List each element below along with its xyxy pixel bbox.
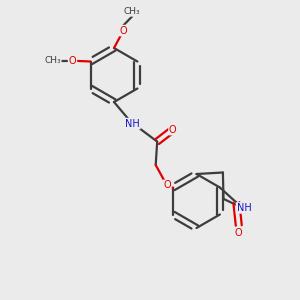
Text: NH: NH: [236, 203, 251, 213]
Text: CH₃: CH₃: [44, 56, 61, 65]
Text: O: O: [120, 26, 128, 36]
Text: O: O: [69, 56, 76, 66]
Text: O: O: [163, 180, 171, 190]
Text: O: O: [235, 227, 243, 238]
Text: NH: NH: [125, 118, 140, 129]
Text: O: O: [169, 124, 177, 135]
Text: CH₃: CH₃: [124, 7, 140, 16]
